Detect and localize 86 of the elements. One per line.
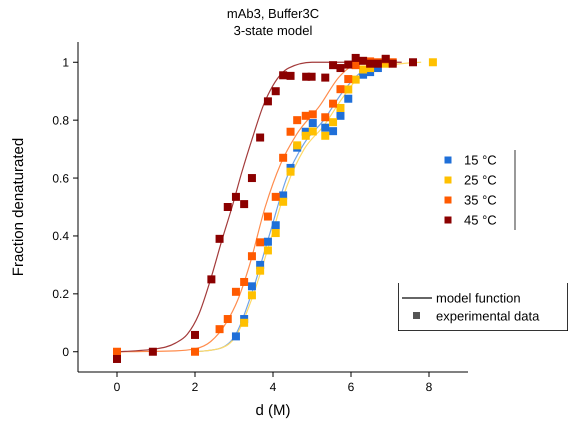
point <box>113 354 121 363</box>
y-tick-label: 0.2 <box>52 287 70 302</box>
point <box>359 56 368 65</box>
y-tick-label: 0.6 <box>52 171 70 186</box>
point <box>329 127 338 136</box>
annotation: model function <box>436 290 521 306</box>
point <box>264 212 272 221</box>
point <box>191 348 199 356</box>
point <box>264 97 272 106</box>
point <box>336 104 344 112</box>
point <box>240 318 248 327</box>
x-tick-label: 0 <box>114 380 121 394</box>
point <box>336 112 344 120</box>
point <box>279 154 288 162</box>
point <box>336 85 344 94</box>
point <box>272 221 280 230</box>
x-axis-title: d (M) <box>256 402 290 419</box>
y-axis-title: Fraction denaturated <box>10 138 27 276</box>
point <box>329 118 338 126</box>
legend-label: 25 °C <box>464 172 497 188</box>
point <box>264 246 272 254</box>
point <box>293 141 302 150</box>
point <box>329 61 338 70</box>
y-tick-label: 1 <box>62 55 70 70</box>
point <box>240 200 248 208</box>
point <box>264 238 272 246</box>
point <box>272 229 280 238</box>
point <box>428 58 437 66</box>
point <box>224 315 232 324</box>
chart-subtitle: 3-state model <box>234 23 312 38</box>
point <box>272 192 280 201</box>
point <box>286 128 295 136</box>
x-tick-label: 4 <box>270 380 277 394</box>
point <box>240 278 248 286</box>
point <box>256 266 264 275</box>
point <box>344 75 352 84</box>
point <box>321 113 330 122</box>
point <box>248 174 256 182</box>
point <box>224 203 232 211</box>
legend-label: 45 °C <box>464 212 497 228</box>
point <box>321 132 330 140</box>
point <box>216 234 224 243</box>
point <box>321 74 330 82</box>
x-tick-label: 8 <box>426 380 433 394</box>
point <box>293 116 302 124</box>
point <box>232 192 240 201</box>
point <box>302 132 310 140</box>
point <box>286 168 295 176</box>
point <box>232 288 240 296</box>
y-tick-label: 0 <box>62 344 70 359</box>
y-tick-label: 0.4 <box>52 229 70 244</box>
y-tick-label: 0.8 <box>52 113 70 128</box>
chart-title: mAb3, Buffer3C <box>226 6 320 21</box>
point <box>344 94 352 103</box>
point <box>321 124 330 132</box>
point <box>344 60 352 69</box>
point <box>248 252 256 260</box>
point <box>308 119 317 128</box>
point <box>352 54 360 62</box>
point <box>148 348 157 356</box>
point <box>329 100 338 108</box>
point <box>256 134 264 142</box>
point <box>248 282 256 290</box>
point <box>308 127 317 136</box>
point <box>256 238 264 246</box>
point <box>191 330 199 339</box>
point <box>336 64 344 72</box>
point <box>216 325 224 334</box>
point <box>286 72 295 80</box>
annotation: experimental data <box>436 308 540 324</box>
x-tick-label: 2 <box>192 380 199 394</box>
point <box>272 87 280 96</box>
point <box>279 198 288 206</box>
point <box>308 110 317 118</box>
legend-label: 35 °C <box>464 192 497 208</box>
point <box>308 72 316 81</box>
point <box>409 58 418 66</box>
x-tick-label: 6 <box>348 380 355 394</box>
point <box>232 332 240 340</box>
legend-label: 15 °C <box>464 152 497 168</box>
point <box>344 85 352 94</box>
point <box>366 60 374 68</box>
point <box>279 71 288 80</box>
point <box>248 291 256 300</box>
point <box>113 348 121 356</box>
point <box>207 275 216 284</box>
